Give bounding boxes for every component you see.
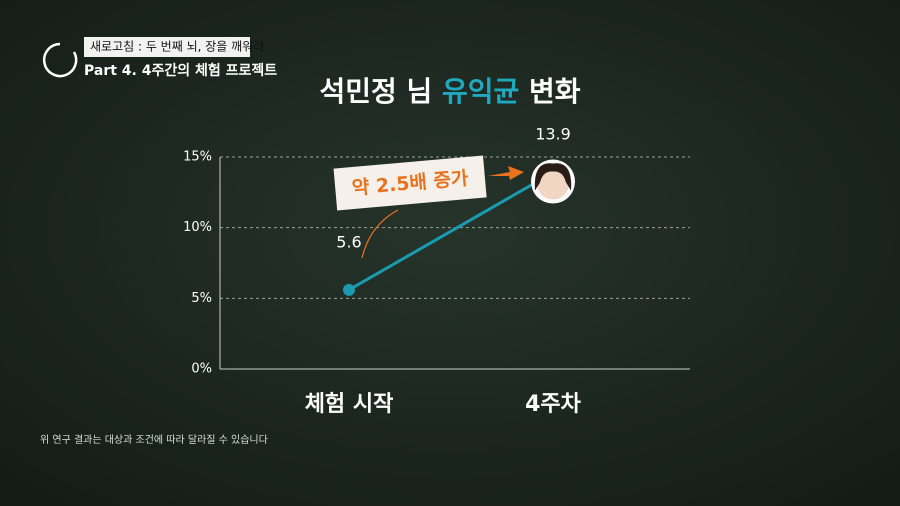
data-label: 5.6 (336, 233, 361, 252)
annotation-arrow (488, 166, 524, 180)
x-tick-label: 4주차 (525, 392, 582, 417)
episode-title: Part 4. 4주간의 체험 프로젝트 (84, 62, 277, 79)
logo (42, 42, 78, 78)
series-box (84, 37, 250, 57)
data-point (343, 283, 355, 296)
title-part: 변화 (529, 75, 581, 108)
face (537, 167, 569, 200)
annotation-card (333, 155, 487, 211)
hair (534, 163, 572, 191)
y-tick-label: 0% (191, 362, 212, 377)
annotation: 약 2.5배 증가 (333, 155, 487, 211)
y-tick-label: 10% (183, 220, 212, 235)
series-title: 새로고침 : 두 번째 뇌, 장을 깨워라 (90, 40, 264, 54)
face-marker (531, 159, 575, 204)
footnote: 위 연구 결과는 대상과 조건에 따라 달라질 수 있습니다 (40, 433, 268, 446)
y-tick-label: 5% (191, 291, 212, 306)
title-highlight: 유익균 (442, 75, 519, 108)
y-tick-label: 15% (183, 150, 212, 165)
annotation-curve (361, 209, 399, 259)
x-tick-label: 체험 시작 (305, 391, 394, 417)
data-label: 13.9 (535, 125, 571, 144)
chart-title: 석민정 님 유익균 변화 (319, 75, 580, 108)
title-part: 석민정 님 (319, 75, 432, 108)
data-line (348, 171, 554, 292)
